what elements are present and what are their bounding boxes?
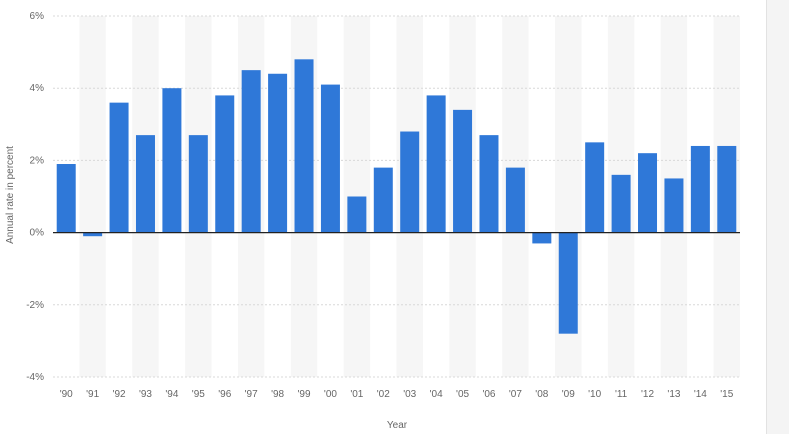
y-tick-label: -2% (26, 300, 44, 311)
bar-08 (532, 232, 552, 244)
x-axis-ticks: '90 '91 '92 '93 '94 '95 '96 '97 '98 '99 '00 '01 '02 '… (60, 389, 734, 400)
x-tick-label: '11 (615, 389, 628, 400)
x-tick-label: '03 (403, 389, 416, 400)
bar-96 (215, 95, 235, 233)
bar-06 (479, 135, 499, 233)
y-tick-label: 0% (30, 228, 45, 239)
bar-11 (611, 174, 631, 233)
bar-05 (453, 109, 473, 233)
x-tick-label: '01 (350, 389, 363, 400)
bar-13 (664, 178, 684, 233)
x-tick-label: '07 (509, 389, 522, 400)
x-tick-label: '02 (377, 389, 390, 400)
bar-04 (426, 95, 446, 233)
gridlines (53, 15, 740, 378)
bar-15 (717, 145, 737, 233)
bar-94 (162, 88, 182, 233)
x-tick-label: '97 (245, 389, 258, 400)
x-tick-label: '96 (218, 389, 231, 400)
y-tick-label: 2% (30, 155, 45, 166)
x-tick-label: '95 (192, 389, 205, 400)
bar-99 (294, 59, 314, 233)
x-tick-label: '90 (60, 389, 73, 400)
bar-chart: 6%4%2%0%-2%-4% '90'91'92'93'94'95'96'97 '… (5, 11, 740, 431)
bar-97 (241, 70, 261, 233)
x-tick-label: '92 (113, 389, 126, 400)
bar-90 (56, 164, 76, 233)
x-tick-label: '15 (720, 389, 733, 400)
bar-03 (400, 131, 420, 233)
bar-92 (109, 102, 129, 233)
bar-98 (268, 73, 288, 233)
y-tick-label: 4% (30, 83, 45, 94)
x-tick-label: '94 (165, 389, 178, 400)
x-tick-label: '09 (562, 389, 575, 400)
x-tick-label: '05 (456, 389, 469, 400)
bars (56, 59, 737, 334)
x-tick-label: '93 (139, 389, 152, 400)
x-tick-label: '00 (324, 389, 337, 400)
x-axis-title: Year (387, 420, 408, 431)
x-tick-label: '06 (482, 389, 495, 400)
bar-95 (188, 135, 208, 233)
x-tick-label: '10 (588, 389, 601, 400)
x-tick-label: '98 (271, 389, 284, 400)
bar-00 (320, 84, 340, 233)
x-tick-label: '14 (694, 389, 707, 400)
side-panel-strip (766, 0, 789, 434)
y-tick-label: -4% (26, 372, 44, 383)
x-tick-label: '12 (641, 389, 654, 400)
x-tick-label: '91 (86, 389, 99, 400)
bar-14 (690, 145, 710, 233)
x-tick-label: '04 (430, 389, 443, 400)
x-tick-label: '99 (297, 389, 310, 400)
bar-02 (373, 167, 393, 233)
bar-12 (638, 153, 658, 233)
bar-93 (135, 135, 155, 233)
y-axis-title: Annual rate in percent (5, 146, 16, 244)
stripe-1 (79, 16, 106, 377)
bar-10 (585, 142, 605, 233)
bar-01 (347, 196, 367, 233)
y-axis-ticks: 6% 4% 2% 0% -2% -4% (26, 11, 44, 383)
x-tick-label: '08 (535, 389, 548, 400)
bar-91 (83, 232, 103, 237)
x-tick-label: '13 (667, 389, 680, 400)
y-tick-label: 6% (30, 11, 45, 22)
bar-07 (505, 167, 525, 233)
bar-09 (558, 232, 578, 334)
